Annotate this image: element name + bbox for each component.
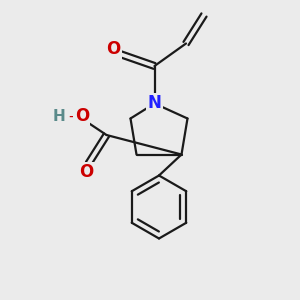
- Text: O: O: [79, 163, 93, 181]
- Text: -: -: [68, 109, 74, 124]
- Text: O: O: [75, 107, 89, 125]
- Text: N: N: [148, 94, 161, 112]
- Text: H: H: [53, 109, 65, 124]
- Text: O: O: [106, 40, 121, 58]
